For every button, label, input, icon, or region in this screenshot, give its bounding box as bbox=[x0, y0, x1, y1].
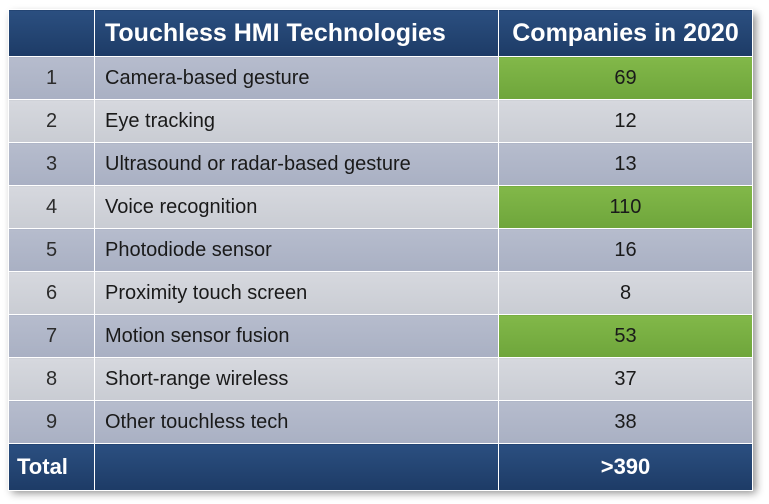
header-index-cell bbox=[8, 9, 95, 57]
table-row: 5 Photodiode sensor 16 bbox=[8, 228, 753, 272]
company-count: 12 bbox=[498, 99, 753, 143]
technology-name: Voice recognition bbox=[94, 185, 499, 229]
company-count: 13 bbox=[498, 142, 753, 186]
table-row: 9 Other touchless tech 38 bbox=[8, 400, 753, 444]
row-number: 9 bbox=[8, 400, 95, 444]
row-number: 6 bbox=[8, 271, 95, 315]
table-body: 1 Camera-based gesture 69 2 Eye tracking… bbox=[8, 56, 753, 444]
row-number: 3 bbox=[8, 142, 95, 186]
touchless-hmi-table: Touchless HMI Technologies Companies in … bbox=[8, 9, 753, 491]
table-row: 7 Motion sensor fusion 53 bbox=[8, 314, 753, 358]
company-count: 8 bbox=[498, 271, 753, 315]
row-number: 4 bbox=[8, 185, 95, 229]
row-number: 8 bbox=[8, 357, 95, 401]
table-row: 4 Voice recognition 110 bbox=[8, 185, 753, 229]
row-number: 2 bbox=[8, 99, 95, 143]
total-value: >390 bbox=[498, 443, 753, 491]
technology-name: Other touchless tech bbox=[94, 400, 499, 444]
row-number: 7 bbox=[8, 314, 95, 358]
table-row: 3 Ultrasound or radar-based gesture 13 bbox=[8, 142, 753, 186]
total-label: Total bbox=[8, 443, 95, 491]
table-row: 6 Proximity touch screen 8 bbox=[8, 271, 753, 315]
technology-name: Ultrasound or radar-based gesture bbox=[94, 142, 499, 186]
row-number: 5 bbox=[8, 228, 95, 272]
technology-name: Camera-based gesture bbox=[94, 56, 499, 100]
company-count: 69 bbox=[498, 56, 753, 100]
total-middle-cell bbox=[94, 443, 499, 491]
company-count: 53 bbox=[498, 314, 753, 358]
company-count: 38 bbox=[498, 400, 753, 444]
table-row: 1 Camera-based gesture 69 bbox=[8, 56, 753, 100]
header-companies-cell: Companies in 2020 bbox=[498, 9, 753, 57]
table-row: 8 Short-range wireless 37 bbox=[8, 357, 753, 401]
company-count: 110 bbox=[498, 185, 753, 229]
row-number: 1 bbox=[8, 56, 95, 100]
technology-name: Short-range wireless bbox=[94, 357, 499, 401]
total-row: Total >390 bbox=[8, 443, 753, 491]
header-technology-cell: Touchless HMI Technologies bbox=[94, 9, 499, 57]
table-header-row: Touchless HMI Technologies Companies in … bbox=[8, 9, 753, 57]
technology-table-container: Touchless HMI Technologies Companies in … bbox=[8, 9, 753, 491]
company-count: 16 bbox=[498, 228, 753, 272]
technology-name: Proximity touch screen bbox=[94, 271, 499, 315]
table-row: 2 Eye tracking 12 bbox=[8, 99, 753, 143]
technology-name: Motion sensor fusion bbox=[94, 314, 499, 358]
technology-name: Photodiode sensor bbox=[94, 228, 499, 272]
technology-name: Eye tracking bbox=[94, 99, 499, 143]
company-count: 37 bbox=[498, 357, 753, 401]
